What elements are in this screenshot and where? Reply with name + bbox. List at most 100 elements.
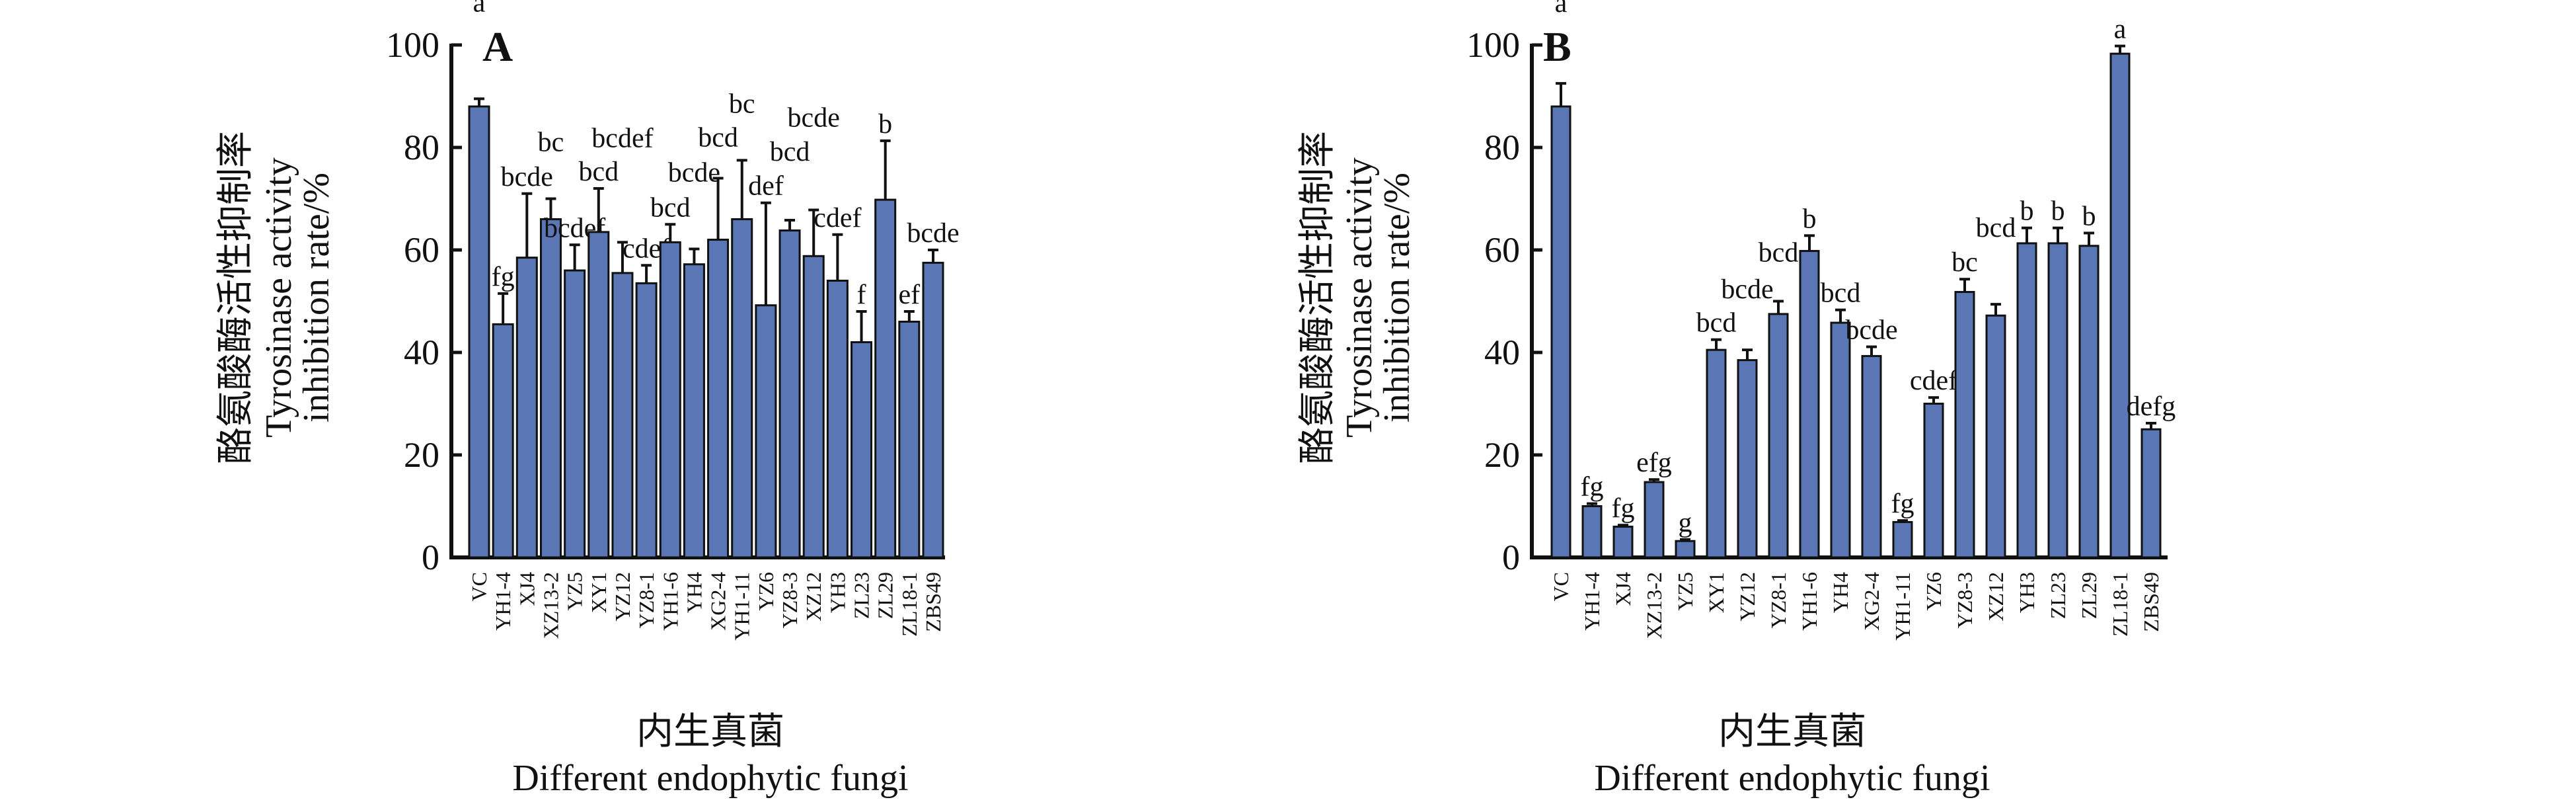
x-tick-label: YH3 <box>825 572 849 613</box>
bar-zl29 <box>2078 245 2100 559</box>
x-tick-label: XZ13-2 <box>539 572 562 639</box>
bar-yz6 <box>755 304 777 559</box>
bar-zl23 <box>851 341 873 559</box>
significance-letter: f <box>857 280 866 310</box>
y-tick-label: 100 <box>386 25 439 65</box>
x-tick-label: YZ8-3 <box>778 572 802 628</box>
bar-vc <box>1550 105 1572 559</box>
x-tick-label: ZBS49 <box>921 572 945 632</box>
bar-xz12 <box>802 255 825 559</box>
bar-yz5 <box>564 269 586 559</box>
bar-yh3 <box>2016 242 2037 559</box>
x-tick-label: YZ12 <box>611 572 634 622</box>
significance-letter: efg <box>1636 448 1672 478</box>
x-tick-label: ZL23 <box>2046 572 2070 619</box>
panel-a-chart: 0 20 40 60 80 100 A 酪氨酸酶活性抑制率 Tyrosinase activit… <box>215 0 960 799</box>
bar-xg2-4 <box>1861 354 1882 559</box>
significance-letter: bcde <box>788 103 840 134</box>
bar-yh1-6 <box>1799 250 1820 559</box>
significance-letter: g <box>1679 508 1692 538</box>
x-tick-label: ZL29 <box>2077 572 2101 619</box>
significance-letter: b <box>878 109 892 140</box>
y-axis-title: 酪氨酸酶活性抑制率 <box>1297 131 1338 464</box>
x-tick-label: XJ4 <box>1611 572 1635 606</box>
x-tick-label: XY1 <box>587 572 611 613</box>
x-tick-label: XJ4 <box>515 572 539 606</box>
significance-letter: bcde <box>907 218 959 249</box>
significance-letter: bcde <box>1721 274 1773 305</box>
x-tick-label: YZ12 <box>1735 572 1759 622</box>
bar-zl23 <box>2047 242 2068 559</box>
bar-yz8-1 <box>1768 313 1789 559</box>
panel-label: A <box>482 23 513 70</box>
bar-yh3 <box>826 280 849 559</box>
x-tick-label: ZBS49 <box>2139 572 2163 632</box>
x-tick-label: XZ13-2 <box>1642 572 1666 639</box>
x-axis-title-cn: 内生真菌 <box>636 711 784 752</box>
significance-letter: defg <box>2127 391 2176 422</box>
x-tick-label: XZ12 <box>1984 572 2008 622</box>
significance-letter: cdef <box>814 203 861 233</box>
significance-letter: fg <box>492 262 515 292</box>
bar-yh1-6 <box>659 241 681 559</box>
x-tick-label: YZ8-1 <box>1766 572 1790 628</box>
significance-letter: ef <box>899 280 921 310</box>
y-axis-title: 酪氨酸酶活性抑制率 <box>215 131 256 464</box>
x-tick-label: VC <box>467 572 491 601</box>
bar-yh4 <box>683 263 705 559</box>
y-tick-label: 0 <box>1502 538 1520 577</box>
significance-letter: bcd <box>770 137 810 167</box>
bar-xj4 <box>1612 526 1634 559</box>
y-tick-label: 100 <box>1466 25 1520 65</box>
significance-letter: fg <box>1612 493 1635 524</box>
x-tick-label: XG2-4 <box>706 572 730 631</box>
significance-letter: bcde <box>501 162 553 192</box>
x-tick-label: ZL18-1 <box>897 572 921 637</box>
y-tick-label: 20 <box>404 435 439 475</box>
x-tick-label: YH1-11 <box>730 572 754 641</box>
y-tick-label: 60 <box>1484 230 1520 270</box>
y-axis-title: Tyrosinase activity <box>258 157 299 438</box>
x-tick-label: YH1-4 <box>1580 572 1604 631</box>
y-tick-label: 80 <box>1484 128 1520 167</box>
x-tick-label: YH1-6 <box>1798 572 1821 631</box>
bar-yh1-4 <box>1581 505 1603 559</box>
significance-letter: b <box>2051 196 2065 227</box>
significance-letter: bcd <box>1821 278 1861 309</box>
x-tick-label: YZ5 <box>563 572 587 611</box>
y-axis-title: inhibition rate/% <box>1377 173 1418 423</box>
bar-yz8-1 <box>635 282 658 559</box>
bar-vc <box>468 105 490 559</box>
significance-letter: bcd <box>1696 308 1737 339</box>
significance-letter: b <box>1803 204 1817 234</box>
x-tick-label: YH1-6 <box>658 572 682 631</box>
bar-xz13-2 <box>539 218 562 559</box>
significance-letter: bcde <box>668 157 720 188</box>
y-tick-label: 40 <box>1484 333 1520 372</box>
significance-letter: a <box>473 0 486 18</box>
bar-xj4 <box>515 257 538 559</box>
x-tick-label: ZL23 <box>850 572 874 619</box>
x-tick-label: YZ8-3 <box>1953 572 1977 628</box>
bar-yh1-11 <box>731 218 753 559</box>
x-tick-label: YZ5 <box>1673 572 1697 611</box>
significance-letter: fg <box>1891 489 1914 519</box>
bar-yz8-3 <box>778 229 801 559</box>
significance-letter: b <box>2082 201 2096 231</box>
y-axis-title: Tyrosinase activity <box>1339 157 1380 438</box>
bar-xz12 <box>1985 314 2006 559</box>
y-tick-label: 0 <box>422 538 439 577</box>
significance-letter: bcde <box>1845 315 1897 345</box>
x-tick-label: YH4 <box>1829 572 1852 613</box>
significance-letter: a <box>2114 15 2127 45</box>
bar-xy1 <box>1706 348 1727 559</box>
panel-b-chart: 0 20 40 60 80 100 B 酪氨酸酶活性抑制率 Tyrosinase activit… <box>1297 0 2176 799</box>
significance-letter: bcdef <box>591 123 653 153</box>
x-tick-label: YZ6 <box>754 572 778 611</box>
x-tick-label: YZ8-1 <box>634 572 658 628</box>
x-tick-label: ZL29 <box>874 572 897 619</box>
bar-zbs49 <box>922 261 944 559</box>
bar-yz12 <box>611 272 634 559</box>
significance-letter: fg <box>1581 472 1604 503</box>
